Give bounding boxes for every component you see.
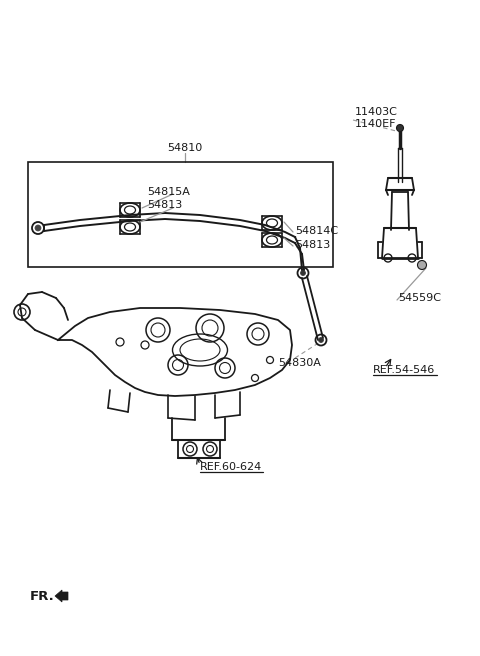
Text: 54813: 54813 [295,240,330,250]
Text: 1140EF: 1140EF [355,119,396,129]
Text: 54814C: 54814C [295,226,338,236]
Circle shape [418,260,427,270]
Text: 11403C: 11403C [355,107,398,117]
Circle shape [300,270,305,276]
Polygon shape [55,590,68,602]
Text: 54813: 54813 [147,200,182,210]
Text: 54559C: 54559C [398,293,441,303]
Text: FR.: FR. [30,590,55,602]
Bar [28,162,333,267]
Circle shape [396,125,404,131]
Text: 54810: 54810 [168,143,203,153]
Text: REF.60-624: REF.60-624 [200,462,262,472]
Text: 54830A: 54830A [278,358,322,368]
Text: 54815A: 54815A [147,187,190,197]
Circle shape [35,225,41,231]
Circle shape [319,337,324,342]
Text: REF.54-546: REF.54-546 [373,365,435,375]
